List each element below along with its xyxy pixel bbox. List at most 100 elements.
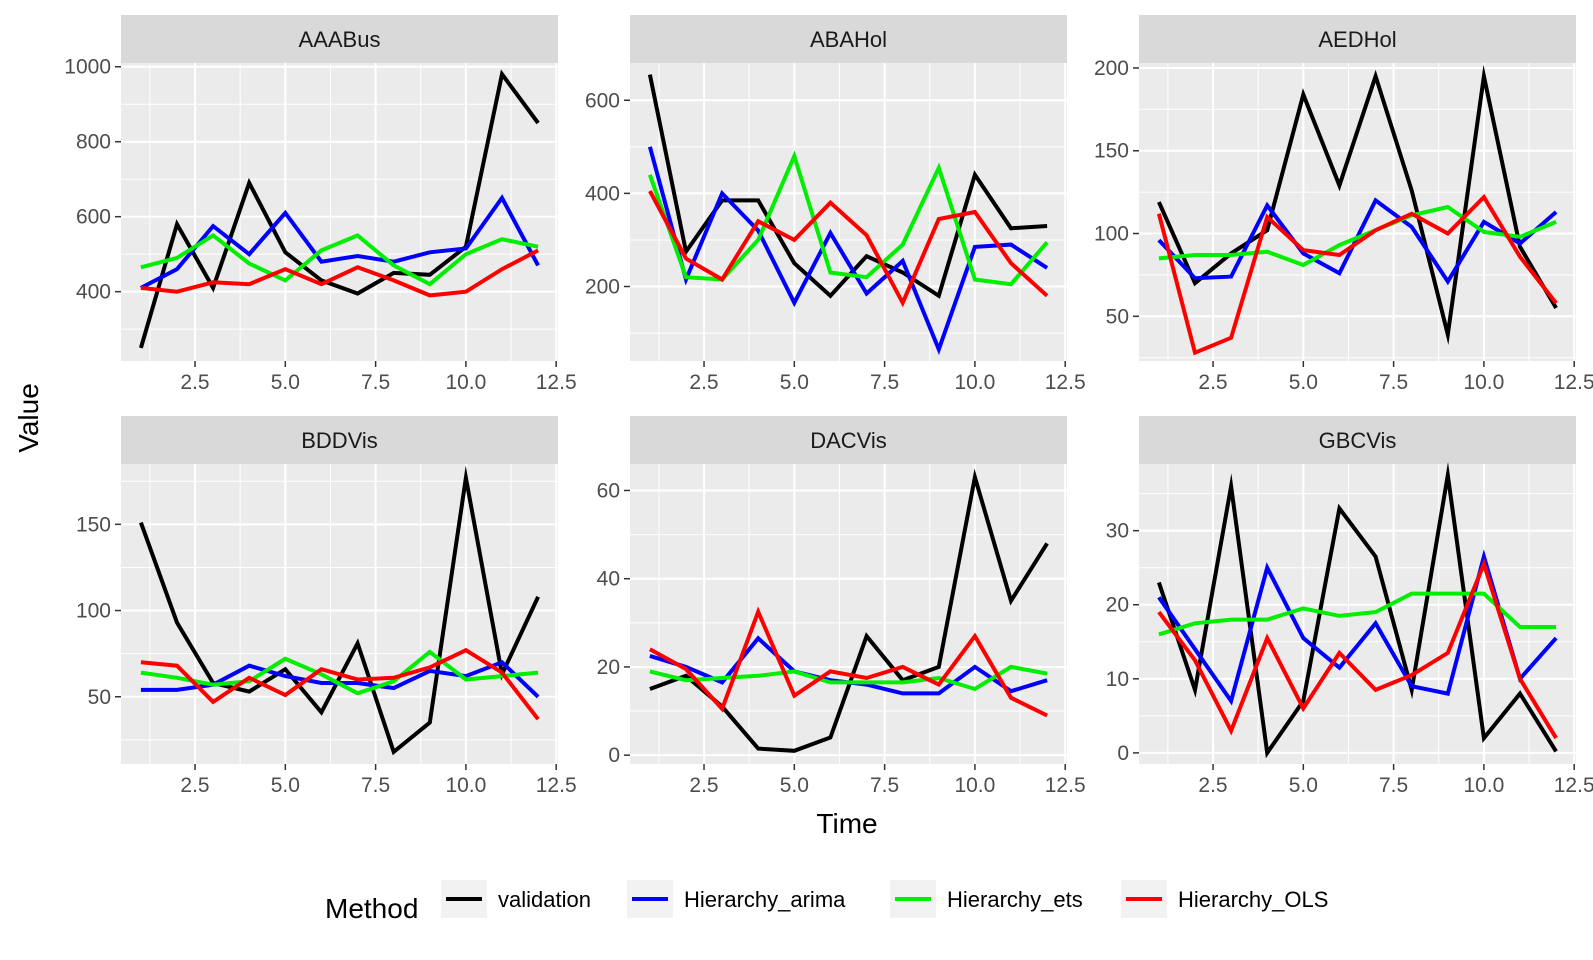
y-tick-label: 50	[1106, 305, 1129, 328]
series-line-validation	[1157, 461, 1558, 759]
x-tick-label: 12.5	[1554, 774, 1593, 797]
facet-strip	[121, 416, 558, 464]
legend: Method validation Hierarchy_arima Hierarch…	[325, 880, 1328, 924]
series-line-hierarchy-ets	[140, 649, 539, 696]
panel-gbcvis: GBCVis 0 10 20 30 2.5 5.0 7.5 10.0 12.5	[1106, 416, 1593, 797]
x-tick-label: 2.5	[180, 371, 209, 394]
y-tick-label: 400	[76, 281, 111, 304]
x-tick-label: 7.5	[870, 774, 899, 797]
series-line-hierarchy-ets	[649, 664, 1048, 692]
legend-label: Hierarchy_arima	[684, 887, 846, 912]
facet-strip	[630, 416, 1067, 464]
series-line-hierarchy-ols	[648, 190, 1049, 308]
x-tick-label: 10.0	[1463, 774, 1504, 797]
x-tick-label: 5.0	[780, 371, 809, 394]
x-tick-label: 7.5	[361, 371, 390, 394]
panel-aaabus: AAABus 400 600 800 1000 2.5 5.0 7.5 10.0 12.5	[64, 15, 577, 394]
series-line-hierarchy-arima	[647, 146, 1049, 356]
x-tick-label: 5.0	[1289, 774, 1318, 797]
x-tick-label: 12.5	[1045, 774, 1086, 797]
y-tick-label: 600	[585, 89, 620, 112]
y-tick-label: 200	[585, 276, 620, 299]
legend-item-hierarchy-ets: Hierarchy_ets	[890, 880, 1083, 918]
x-tick-label: 10.0	[954, 371, 995, 394]
x-tick-label: 5.0	[1289, 371, 1318, 394]
facet-title: DACVis	[810, 428, 887, 453]
y-tick-label: 40	[597, 568, 620, 591]
facet-strip	[630, 15, 1067, 63]
x-tick-label: 10.0	[445, 371, 486, 394]
y-tick-label: 1000	[64, 56, 111, 79]
series-line-hierarchy-ets	[140, 232, 539, 287]
x-tick-label: 10.0	[1463, 371, 1504, 394]
legend-title: Method	[325, 893, 418, 924]
y-tick-label: 150	[76, 513, 111, 536]
y-tick-label: 600	[76, 206, 111, 229]
y-tick-label: 0	[1117, 742, 1129, 765]
legend-item-hierarchy-ols: Hierarchy_OLS	[1121, 880, 1328, 918]
panel-bddvis: BDDVis 50 100 150 2.5 5.0 7.5 10.0 12.5	[76, 416, 577, 797]
plot-background	[1139, 63, 1576, 361]
y-tick-label: 20	[1106, 594, 1129, 617]
x-tick-label: 5.0	[780, 774, 809, 797]
y-tick-label: 0	[608, 744, 620, 767]
y-tick-label: 100	[76, 600, 111, 623]
legend-item-hierarchy-arima: Hierarchy_arima	[627, 880, 846, 918]
x-tick-label: 7.5	[870, 371, 899, 394]
facet-title: GBCVis	[1319, 428, 1397, 453]
panel-aedhol: AEDHol 50 100 150 200 2.5 5.0 7.5 10.0 12.5	[1094, 15, 1593, 394]
y-tick-label: 150	[1094, 140, 1129, 163]
facet-title: AAABus	[299, 27, 381, 52]
series-line-hierarchy-ols	[140, 248, 540, 298]
plot-background	[630, 464, 1067, 764]
series-line-hierarchy-arima	[139, 194, 540, 290]
y-tick-label: 400	[585, 182, 620, 205]
y-tick-label: 200	[1094, 57, 1129, 80]
y-tick-label: 800	[76, 131, 111, 154]
plot-background	[630, 63, 1067, 361]
facet-strip	[121, 15, 558, 63]
series-line-validation	[1157, 64, 1558, 345]
legend-label: Hierarchy_ets	[947, 887, 1083, 912]
series-line-hierarchy-ols	[648, 606, 1048, 718]
y-tick-label: 50	[88, 686, 111, 709]
y-tick-label: 60	[597, 479, 620, 502]
series-line-hierarchy-ets	[1158, 204, 1557, 268]
x-tick-label: 7.5	[361, 774, 390, 797]
y-tick-label: 10	[1106, 668, 1129, 691]
facet-title: AEDHol	[1318, 27, 1396, 52]
x-tick-label: 12.5	[536, 371, 577, 394]
y-tick-label: 20	[597, 656, 620, 679]
plot-background	[121, 63, 558, 361]
x-tick-label: 2.5	[180, 774, 209, 797]
panel-dacvis: DACVis 0 20 40 60 2.5 5.0 7.5 10.0 12.5	[597, 416, 1086, 797]
x-tick-label: 2.5	[1198, 774, 1227, 797]
x-tick-label: 10.0	[954, 774, 995, 797]
series-line-validation	[139, 465, 540, 756]
x-tick-label: 12.5	[1554, 371, 1593, 394]
series-line-hierarchy-ols	[140, 647, 540, 721]
x-tick-label: 5.0	[271, 371, 300, 394]
facet-title: BDDVis	[301, 428, 378, 453]
facet-strip	[1139, 15, 1576, 63]
x-tick-label: 2.5	[1198, 371, 1227, 394]
x-tick-label: 10.0	[445, 774, 486, 797]
y-tick-label: 100	[1094, 223, 1129, 246]
legend-label: validation	[498, 887, 591, 912]
plot-background	[121, 464, 558, 764]
y-tick-label: 30	[1106, 520, 1129, 543]
x-tick-label: 7.5	[1379, 774, 1408, 797]
panel-abahol: ABAHol 200 400 600 2.5 5.0 7.5 10.0 12.5	[585, 15, 1086, 394]
facet-strip	[1139, 416, 1576, 464]
x-tick-label: 2.5	[689, 774, 718, 797]
series-line-hierarchy-ols	[1156, 193, 1558, 356]
x-tick-label: 12.5	[536, 774, 577, 797]
x-tick-label: 7.5	[1379, 371, 1408, 394]
series-line-validation	[138, 69, 540, 349]
x-tick-label: 12.5	[1045, 371, 1086, 394]
y-axis-title: Value	[13, 383, 44, 453]
x-tick-label: 5.0	[271, 774, 300, 797]
series-line-hierarchy-ets	[648, 150, 1049, 287]
